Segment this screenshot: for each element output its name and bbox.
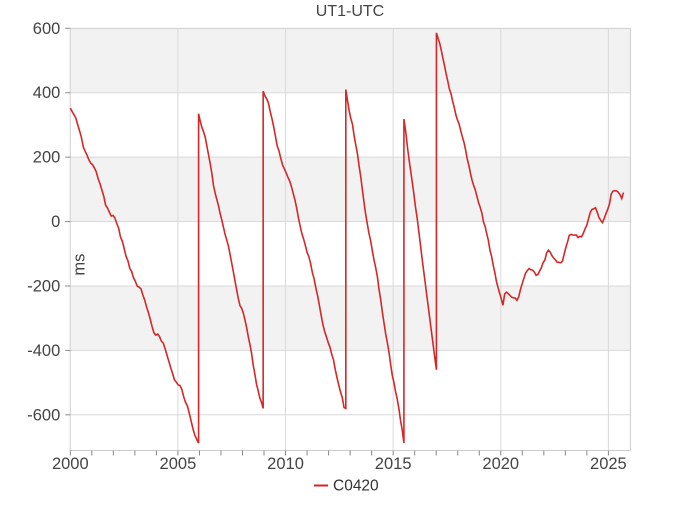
svg-text:C0420: C0420 xyxy=(333,478,379,495)
svg-text:2000: 2000 xyxy=(52,455,89,473)
svg-text:2020: 2020 xyxy=(482,455,519,473)
svg-text:ms: ms xyxy=(70,254,88,276)
svg-text:-400: -400 xyxy=(27,342,60,360)
svg-text:400: 400 xyxy=(33,84,61,102)
svg-text:0: 0 xyxy=(51,213,60,231)
svg-text:2005: 2005 xyxy=(160,455,197,473)
svg-text:2025: 2025 xyxy=(590,455,627,473)
svg-text:2010: 2010 xyxy=(267,455,304,473)
svg-text:200: 200 xyxy=(33,149,61,167)
svg-text:UT1-UTC: UT1-UTC xyxy=(316,3,384,20)
svg-text:-600: -600 xyxy=(27,406,60,424)
svg-text:-200: -200 xyxy=(27,277,60,295)
svg-text:600: 600 xyxy=(33,20,61,38)
svg-text:2015: 2015 xyxy=(375,455,412,473)
